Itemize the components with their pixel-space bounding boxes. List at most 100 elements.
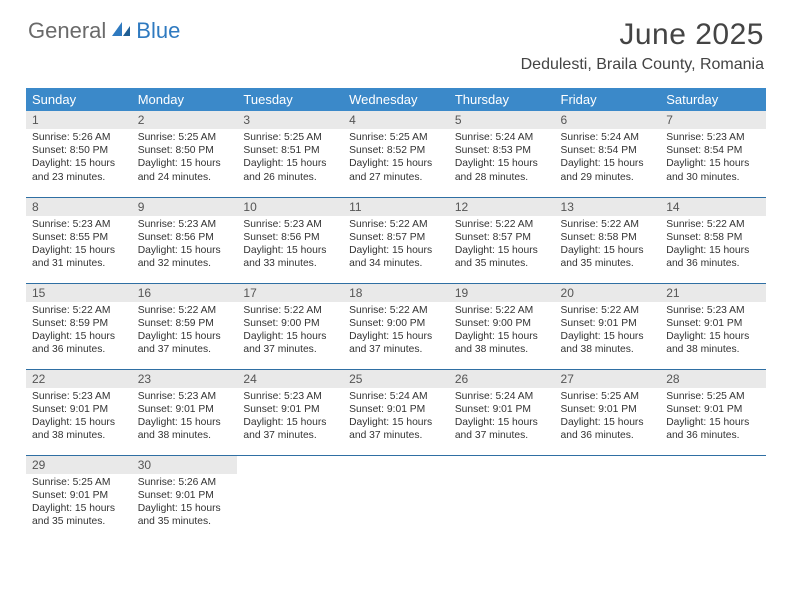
day-line: Sunrise: 5:22 AM [349,304,443,317]
day-line: Sunset: 8:51 PM [243,144,337,157]
day-number: 4 [343,111,449,129]
day-details: Sunrise: 5:25 AMSunset: 9:01 PMDaylight:… [26,474,132,533]
calendar-day-cell: 6Sunrise: 5:24 AMSunset: 8:54 PMDaylight… [555,111,661,197]
weekday-header: Monday [132,88,238,111]
day-line: Sunset: 8:58 PM [561,231,655,244]
day-line: Daylight: 15 hours [455,157,549,170]
calendar-day-cell: 13Sunrise: 5:22 AMSunset: 8:58 PMDayligh… [555,197,661,283]
day-number: 13 [555,198,661,216]
calendar-day-cell: 12Sunrise: 5:22 AMSunset: 8:57 PMDayligh… [449,197,555,283]
day-line: Sunrise: 5:24 AM [455,390,549,403]
day-details: Sunrise: 5:23 AMSunset: 9:01 PMDaylight:… [132,388,238,447]
day-details: Sunrise: 5:25 AMSunset: 8:52 PMDaylight:… [343,129,449,188]
day-details: Sunrise: 5:22 AMSunset: 9:00 PMDaylight:… [237,302,343,361]
day-line: Sunrise: 5:22 AM [243,304,337,317]
title-block: June 2025 Dedulesti, Braila County, Roma… [521,18,764,74]
day-line: Daylight: 15 hours [666,330,760,343]
day-details: Sunrise: 5:24 AMSunset: 9:01 PMDaylight:… [343,388,449,447]
day-line: Sunset: 9:01 PM [32,489,126,502]
calendar-day-cell: 1Sunrise: 5:26 AMSunset: 8:50 PMDaylight… [26,111,132,197]
day-details: Sunrise: 5:23 AMSunset: 8:54 PMDaylight:… [660,129,766,188]
day-line: and 30 minutes. [666,171,760,184]
calendar-day-cell: 2Sunrise: 5:25 AMSunset: 8:50 PMDaylight… [132,111,238,197]
day-number: 26 [449,370,555,388]
day-line: Sunrise: 5:22 AM [455,304,549,317]
calendar-day-cell: 24Sunrise: 5:23 AMSunset: 9:01 PMDayligh… [237,369,343,455]
day-line: Daylight: 15 hours [561,157,655,170]
day-line: Sunrise: 5:23 AM [666,131,760,144]
day-line: Daylight: 15 hours [32,502,126,515]
day-line: Daylight: 15 hours [349,244,443,257]
day-line: Sunrise: 5:25 AM [349,131,443,144]
day-line: Sunrise: 5:24 AM [349,390,443,403]
logo-text-blue: Blue [136,18,180,44]
day-line: Sunrise: 5:26 AM [138,476,232,489]
calendar-day-cell: 25Sunrise: 5:24 AMSunset: 9:01 PMDayligh… [343,369,449,455]
day-line: Sunset: 8:55 PM [32,231,126,244]
day-line: and 35 minutes. [32,515,126,528]
day-line: and 36 minutes. [32,343,126,356]
day-line: Sunset: 8:59 PM [32,317,126,330]
weekday-header: Saturday [660,88,766,111]
day-line: Daylight: 15 hours [32,157,126,170]
day-line: Sunrise: 5:25 AM [32,476,126,489]
calendar-day-cell: 15 Sunrise: 5:22 AMSunset: 8:59 PMDayligh… [26,283,132,369]
day-number: 30 [132,456,238,474]
calendar-day-cell: 22Sunrise: 5:23 AMSunset: 9:01 PMDayligh… [26,369,132,455]
calendar-day-cell [660,455,766,541]
day-line: Sunrise: 5:22 AM [561,304,655,317]
day-number: 8 [26,198,132,216]
day-line: and 33 minutes. [243,257,337,270]
calendar-day-cell: 16Sunrise: 5:22 AMSunset: 8:59 PMDayligh… [132,283,238,369]
day-line: Daylight: 15 hours [561,330,655,343]
day-details: Sunrise: 5:23 AMSunset: 9:01 PMDaylight:… [660,302,766,361]
day-line: and 38 minutes. [32,429,126,442]
day-number: 20 [555,284,661,302]
day-line: and 38 minutes. [455,343,549,356]
day-number: 19 [449,284,555,302]
day-line: Sunset: 8:56 PM [243,231,337,244]
calendar-week-row: 15Sunrise: 5:22 AMSunset: 8:59 PMDayligh… [26,283,766,369]
day-line: Daylight: 15 hours [32,244,126,257]
calendar-day-cell: 7Sunrise: 5:23 AMSunset: 8:54 PMDaylight… [660,111,766,197]
day-line: and 29 minutes. [561,171,655,184]
day-line: Sunset: 8:57 PM [455,231,549,244]
day-line: Sunset: 9:01 PM [32,403,126,416]
day-line: Sunset: 9:01 PM [561,317,655,330]
day-line: Sunset: 8:57 PM [349,231,443,244]
calendar-day-cell: 26 Sunrise: 5:24 AMSunset: 9:01 PMDayligh… [449,369,555,455]
calendar-day-cell: 19Sunrise: 5:22 AMSunset: 9:00 PMDayligh… [449,283,555,369]
day-line: Daylight: 15 hours [32,330,126,343]
calendar-day-cell: 9Sunrise: 5:23 AMSunset: 8:56 PMDaylight… [132,197,238,283]
day-line: Sunset: 9:01 PM [666,317,760,330]
calendar-week-row: 8Sunrise: 5:23 AMSunset: 8:55 PMDaylight… [26,197,766,283]
day-line: Sunset: 8:50 PM [138,144,232,157]
calendar-day-cell: 29Sunrise: 5:25 AMSunset: 9:01 PMDayligh… [26,455,132,541]
day-line: Sunrise: 5:22 AM [561,218,655,231]
day-line: Daylight: 15 hours [455,416,549,429]
day-line: Sunset: 9:00 PM [455,317,549,330]
day-line: Sunset: 9:01 PM [455,403,549,416]
day-line: and 38 minutes. [666,343,760,356]
day-number: 15 [26,284,132,302]
day-line: and 23 minutes. [32,171,126,184]
day-line: Daylight: 15 hours [243,244,337,257]
day-line: Sunset: 8:59 PM [138,317,232,330]
day-line: Sunset: 9:00 PM [349,317,443,330]
day-line: Daylight: 15 hours [666,157,760,170]
day-line: and 35 minutes. [138,515,232,528]
day-line: Sunrise: 5:23 AM [32,218,126,231]
day-line: Sunrise: 5:23 AM [138,390,232,403]
day-line: and 35 minutes. [455,257,549,270]
day-number: 14 [660,198,766,216]
calendar-table: Sunday Monday Tuesday Wednesday Thursday… [26,88,766,541]
day-line: Daylight: 15 hours [349,330,443,343]
day-line: and 37 minutes. [243,343,337,356]
day-number: 23 [132,370,238,388]
calendar-day-cell: 4Sunrise: 5:25 AMSunset: 8:52 PMDaylight… [343,111,449,197]
day-number: 5 [449,111,555,129]
day-line: Daylight: 15 hours [138,330,232,343]
day-line: Daylight: 15 hours [349,157,443,170]
day-line: Sunset: 8:58 PM [666,231,760,244]
day-line: Sunrise: 5:22 AM [32,304,126,317]
